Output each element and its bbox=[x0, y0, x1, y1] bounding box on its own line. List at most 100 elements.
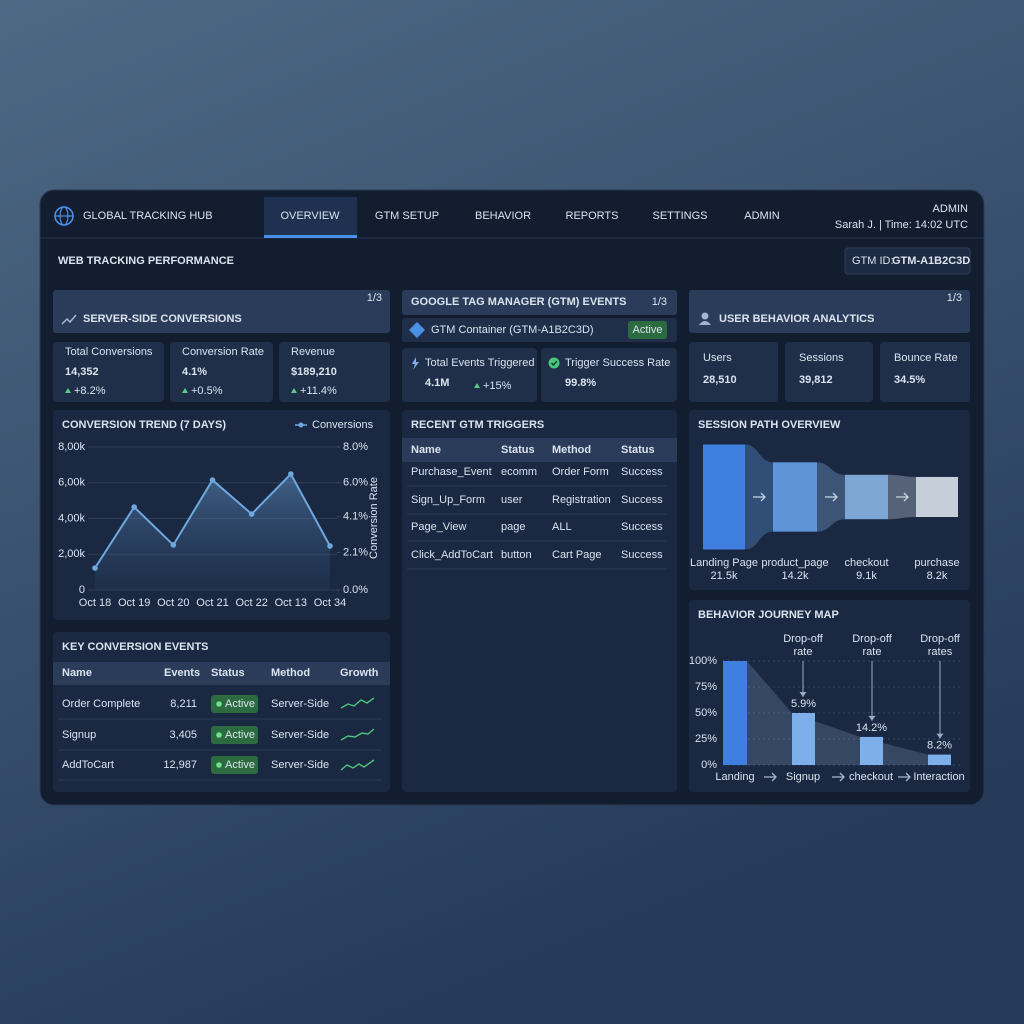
kpi-value: 99.8% bbox=[565, 377, 596, 389]
cell-text: Order Form bbox=[552, 466, 609, 478]
cell-text: Purchase_Event bbox=[411, 466, 492, 478]
journey-bar bbox=[792, 713, 815, 765]
annotation-arrowhead bbox=[868, 715, 876, 721]
cell-text: Page_View bbox=[411, 521, 467, 533]
panel-title: SERVER-SIDE CONVERSIONS bbox=[83, 313, 242, 325]
check-icon bbox=[551, 360, 558, 367]
kpi-label: Revenue bbox=[291, 346, 335, 358]
arrow-icon bbox=[764, 772, 777, 782]
cell-text: Click_AddToCart bbox=[411, 549, 493, 561]
point bbox=[92, 565, 98, 571]
cell-text: Signup bbox=[62, 729, 96, 741]
y-tick-label: 25% bbox=[695, 733, 717, 745]
user-icon bbox=[701, 312, 709, 320]
status-text: Success bbox=[621, 494, 663, 506]
column-header: Status bbox=[621, 444, 655, 456]
arrow-icon bbox=[825, 492, 838, 502]
cell-text: Sign_Up_Form bbox=[411, 494, 485, 506]
funnel-bar bbox=[916, 476, 958, 518]
status-dot bbox=[216, 701, 222, 707]
chart-title: BEHAVIOR JOURNEY MAP bbox=[698, 609, 839, 621]
funnel-label: product_page bbox=[761, 557, 828, 569]
user-role: ADMIN bbox=[933, 203, 969, 215]
funnel-value: 8.2k bbox=[927, 570, 948, 582]
kpi-value: $189,210 bbox=[291, 366, 337, 378]
gtm-id-box bbox=[844, 247, 971, 275]
y2-axis-label: Conversion Rate bbox=[368, 477, 380, 559]
y-tick-label: 100% bbox=[689, 655, 717, 667]
y-tick-label: 4,00k bbox=[58, 512, 85, 524]
kpi-card bbox=[880, 342, 970, 402]
cell-text: Server-Side bbox=[271, 759, 329, 771]
column-header: Growth bbox=[340, 667, 379, 679]
kpi-label: Users bbox=[703, 352, 732, 364]
point bbox=[327, 543, 333, 549]
funnel-label: Landing Page bbox=[690, 557, 758, 569]
chart-panel bbox=[689, 600, 970, 792]
bolt-icon bbox=[412, 357, 419, 370]
arrow-icon bbox=[896, 492, 909, 502]
user-info: Sarah J. | Time: 14:02 UTC bbox=[835, 219, 968, 231]
x-tick-label: Oct 18 bbox=[79, 597, 111, 609]
chart-title: SESSION PATH OVERVIEW bbox=[698, 419, 841, 431]
point bbox=[248, 511, 255, 517]
kpi-card bbox=[402, 348, 537, 402]
legend-marker bbox=[298, 422, 304, 428]
kpi-change: +15% bbox=[483, 380, 512, 392]
kpi-card bbox=[279, 342, 390, 402]
x-tick-label: Interaction bbox=[913, 771, 964, 783]
cell-text: ecomm bbox=[501, 466, 537, 478]
sparkline bbox=[340, 697, 375, 709]
kpi-value: 14,352 bbox=[65, 366, 99, 378]
nav-tab[interactable]: BEHAVIOR bbox=[475, 210, 531, 222]
point bbox=[288, 471, 294, 477]
nav-tab[interactable]: SETTINGS bbox=[652, 210, 707, 222]
cell-text: Server-Side bbox=[271, 729, 329, 741]
x-tick-label: Oct 21 bbox=[196, 597, 228, 609]
annotation-text: Drop-off bbox=[920, 633, 960, 645]
y-tick-label: 2,00k bbox=[58, 548, 85, 560]
x-tick-label: Signup bbox=[786, 771, 820, 783]
up-arrow-icon bbox=[65, 388, 71, 393]
nav-tab[interactable]: REPORTS bbox=[566, 210, 619, 222]
up-arrow-icon bbox=[182, 388, 188, 393]
status-text: Active bbox=[225, 698, 255, 710]
kpi-change: +0.5% bbox=[191, 385, 223, 397]
panel-title: USER BEHAVIOR ANALYTICS bbox=[719, 313, 874, 325]
x-tick-label: Oct 20 bbox=[157, 597, 189, 609]
column-header: Status bbox=[501, 444, 535, 456]
kpi-label: Conversion Rate bbox=[182, 346, 264, 358]
y-tick-label: 75% bbox=[695, 681, 717, 693]
page-title: WEB TRACKING PERFORMANCE bbox=[58, 255, 234, 267]
y-tick-label: 6,00k bbox=[58, 477, 85, 489]
journey-bar bbox=[860, 736, 883, 765]
status-badge bbox=[211, 726, 258, 744]
user-icon bbox=[699, 321, 711, 325]
cell-text: Registration bbox=[552, 494, 611, 506]
active-tab-underline bbox=[264, 235, 357, 238]
container-row bbox=[402, 318, 677, 342]
status-text: Success bbox=[621, 521, 663, 533]
chart-panel bbox=[689, 410, 970, 590]
nav-tab[interactable]: OVERVIEW bbox=[280, 210, 340, 222]
kpi-card bbox=[53, 342, 164, 402]
arrow-icon bbox=[898, 772, 911, 782]
annotation-text: Drop-off bbox=[783, 633, 823, 645]
y-tick-label: 0 bbox=[79, 584, 85, 596]
y-tick-label: 50% bbox=[695, 707, 717, 719]
panel-header bbox=[689, 290, 970, 333]
y-tick-label: 0% bbox=[701, 759, 717, 771]
nav-tab[interactable]: GTM SETUP bbox=[375, 210, 439, 222]
kpi-card bbox=[785, 342, 873, 402]
status-badge bbox=[211, 756, 258, 774]
funnel-value: 21.5k bbox=[711, 570, 738, 582]
status-badge bbox=[211, 695, 258, 713]
column-header: Method bbox=[552, 444, 591, 456]
annotation-value: 5.9% bbox=[791, 698, 816, 710]
x-tick-label: Oct 19 bbox=[118, 597, 150, 609]
active-tab-bg bbox=[264, 197, 357, 238]
funnel-value: 9.1k bbox=[856, 570, 877, 582]
legend-label: Conversions bbox=[312, 419, 374, 431]
nav-tab[interactable]: ADMIN bbox=[744, 210, 780, 222]
